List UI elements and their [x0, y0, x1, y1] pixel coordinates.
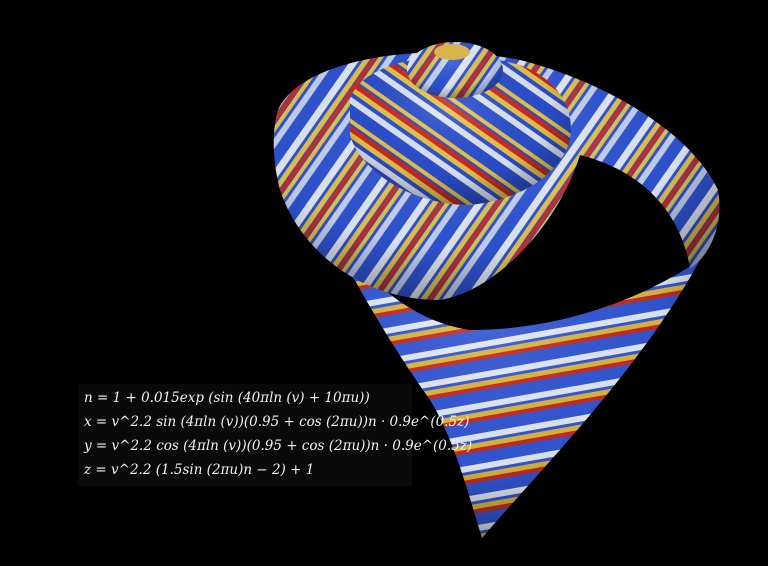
equation-n: n = 1 + 0.015exp (sin (40πln (v) + 10πu)…	[84, 390, 370, 406]
shell-cone	[300, 170, 700, 538]
equation-x: x = v^2.2 sin (4πln (v))(0.95 + cos (2πu…	[84, 414, 470, 430]
shell-middle-whorl	[350, 56, 571, 206]
equation-y: y = v^2.2 cos (4πln (v))(0.95 + cos (2πu…	[84, 438, 473, 454]
shell-apex	[407, 42, 503, 98]
equation-panel: n = 1 + 0.015exp (sin (40πln (v) + 10πu)…	[78, 384, 473, 486]
equation-z: z = v^2.2 (1.5sin (2πu)n − 2) + 1	[84, 462, 315, 478]
